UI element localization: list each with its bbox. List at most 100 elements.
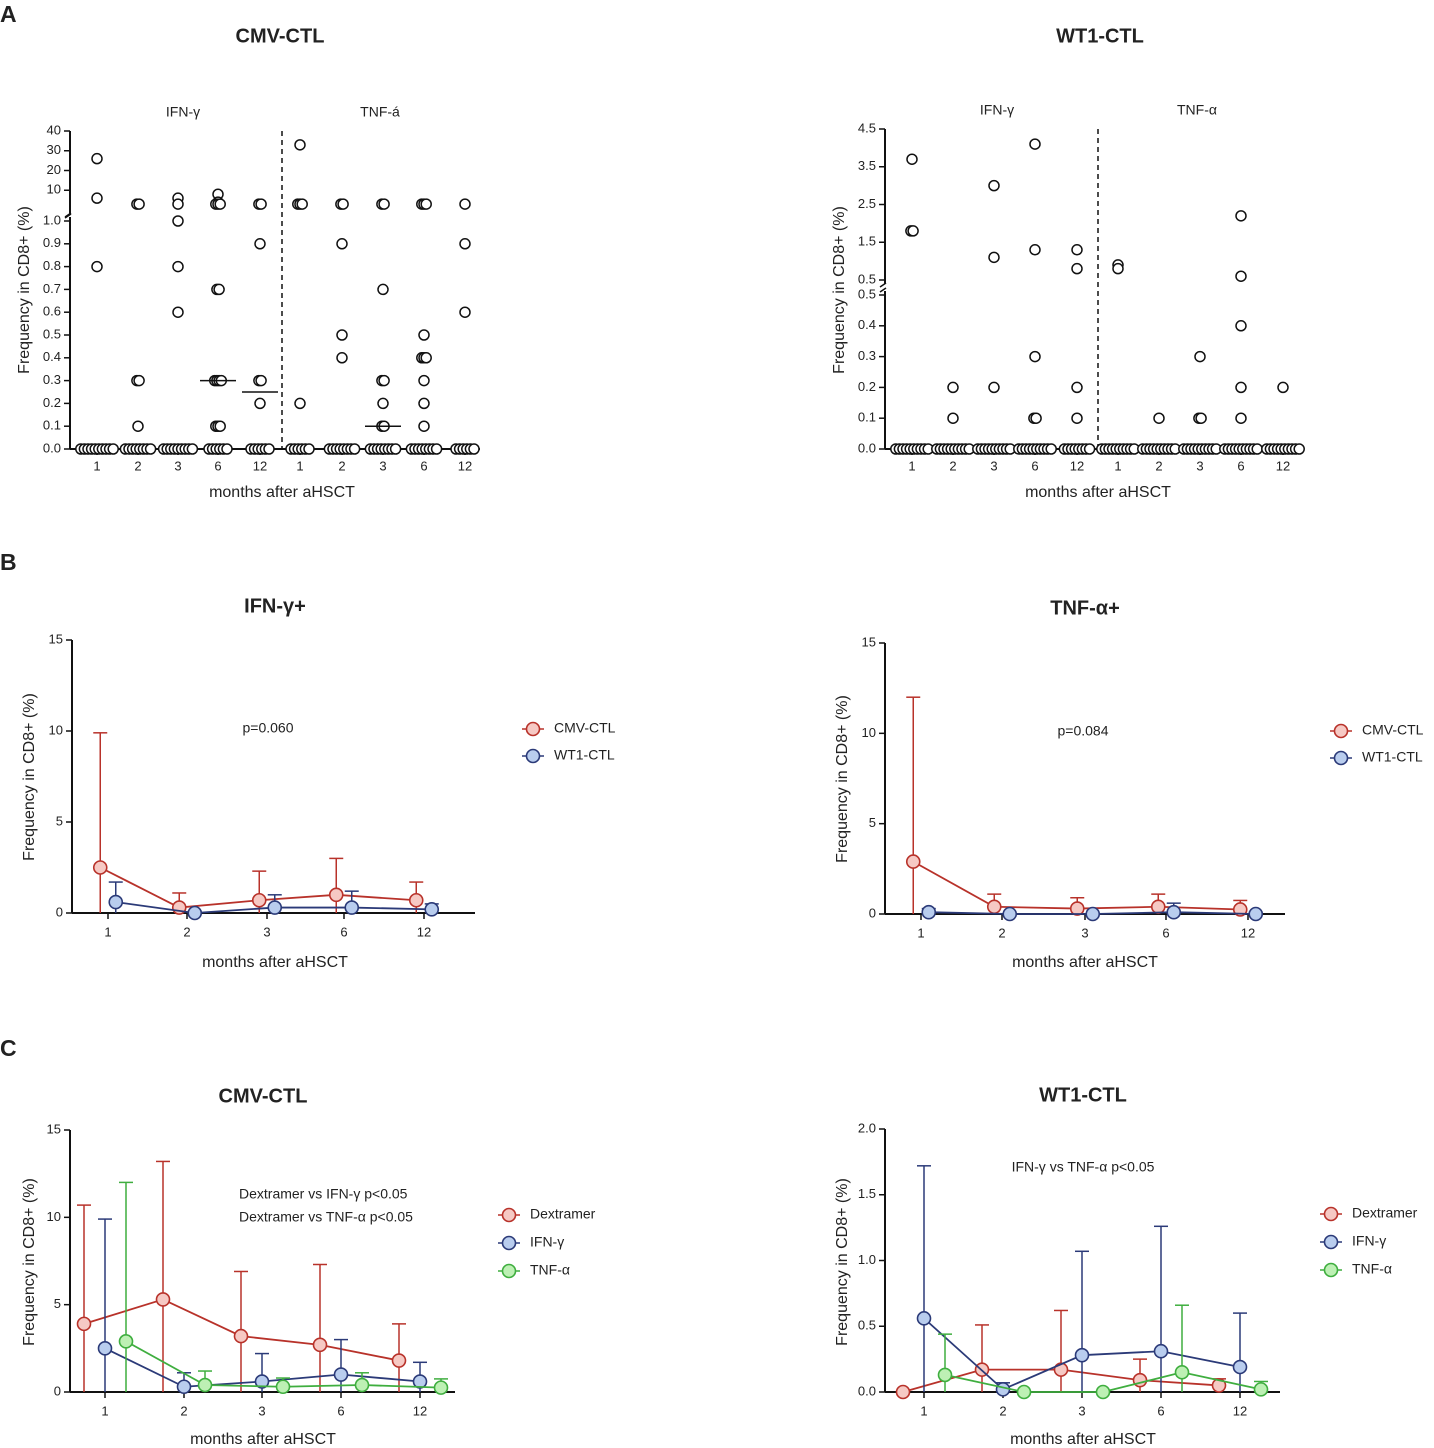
data-point [377,397,389,410]
data-point [336,238,348,250]
axis-break [879,287,887,293]
data-point [995,1382,1011,1397]
x-tick-label: 2 [338,458,345,473]
data-point [303,443,315,455]
data-point [1235,412,1247,424]
y-tick-label: 0.3 [858,348,876,363]
x-tick-label: 6 [1157,1403,1164,1418]
legend-label: Dextramer [1352,1205,1418,1221]
data-point [1071,262,1083,275]
legend-label: IFN-γ [1352,1233,1386,1249]
data-point [420,352,432,364]
x-tick-label: 12 [1241,925,1255,940]
group-label: IFN-γ [980,102,1014,118]
data-point [333,1367,349,1382]
x-tick-label: 3 [1078,1403,1085,1418]
x-tick-label: 2 [949,458,956,473]
y-tick-label: 3.5 [858,158,876,173]
x-tick-label: 3 [990,458,997,473]
y-tick-label: 0.0 [43,440,61,455]
data-point [1248,906,1264,922]
data-point [905,854,921,869]
y-axis-label: Frequency in CD8+ (%) [21,1178,38,1346]
data-point [221,443,233,455]
data-point [1071,244,1083,256]
data-point [275,1379,291,1395]
x-tick-label: 12 [458,458,472,473]
x-tick-label: 1 [917,925,924,940]
data-point [255,374,267,387]
data-point [294,397,306,410]
y-tick-label: 0 [56,904,63,919]
data-point [186,443,199,455]
x-axis-label: months after aHSCT [1012,954,1158,971]
data-point [133,198,145,210]
data-point [133,374,145,387]
chart-title: WT1-CTL [1039,1084,1127,1106]
x-tick-label: 1 [93,458,100,473]
axis-break [64,213,72,219]
data-point [197,1377,213,1393]
data-point [1016,1384,1032,1400]
x-tick-label: 6 [1162,925,1169,940]
chart-title: WT1-CTL [1056,25,1144,47]
annotation: p=0.084 [1058,723,1109,739]
y-tick-label: 40 [47,122,61,137]
y-tick-label: 0.5 [858,1318,876,1333]
x-tick-label: 3 [1081,925,1088,940]
panel-label: B [0,549,17,575]
data-point [459,306,471,318]
x-axis-label: months after aHSCT [209,484,355,501]
y-tick-label: 30 [47,142,61,157]
data-point [172,215,184,227]
data-point [337,198,349,210]
data-point [1166,904,1182,920]
y-tick-label: 1.0 [43,212,61,227]
y-tick-label: 0.4 [43,349,61,364]
y-tick-label: 5 [54,1296,61,1311]
chart-title: TNF-α+ [1050,597,1120,619]
y-tick-label: 15 [862,634,876,649]
data-point [378,374,390,387]
x-tick-label: 2 [998,925,1005,940]
data-point [107,443,119,455]
y-tick-label: 10 [47,1209,61,1224]
y-tick-label: 15 [47,1121,61,1136]
y-tick-label: 0.4 [858,317,876,332]
x-axis-label: months after aHSCT [1010,1431,1156,1448]
data-point [108,894,124,910]
axis-break [64,212,72,218]
data-point [1069,901,1085,916]
data-point [214,198,226,210]
x-axis-label: months after aHSCT [1025,484,1171,501]
y-tick-label: 0.0 [858,1383,876,1398]
data-point [988,381,1000,394]
data-point [267,900,283,915]
y-tick-label: 10 [862,725,876,740]
data-point [294,139,306,151]
data-point [118,1334,134,1349]
x-tick-label: 12 [417,924,431,939]
data-point [1150,899,1166,915]
y-tick-label: 15 [49,631,63,646]
data-point [91,260,103,273]
data-point [144,443,157,455]
x-tick-label: 1 [1114,458,1121,473]
x-tick-label: 1 [101,1403,108,1418]
data-point [988,251,1000,264]
data-point [1253,1382,1269,1397]
data-point [172,306,184,318]
x-tick-label: 6 [340,924,347,939]
y-axis-label: Frequency in CD8+ (%) [834,1178,851,1346]
chart-title: CMV-CTL [219,1085,308,1107]
annotation: Dextramer vs IFN-γ p<0.05 [239,1186,408,1202]
data-point [1174,1364,1190,1380]
legend-marker [1323,1234,1339,1250]
data-point [420,198,432,210]
data-point [255,198,267,210]
data-point [988,179,1000,192]
legend-marker [501,1263,517,1279]
y-tick-label: 10 [47,182,61,197]
legend-marker [1333,723,1349,739]
y-tick-label: 1.5 [858,1186,876,1201]
